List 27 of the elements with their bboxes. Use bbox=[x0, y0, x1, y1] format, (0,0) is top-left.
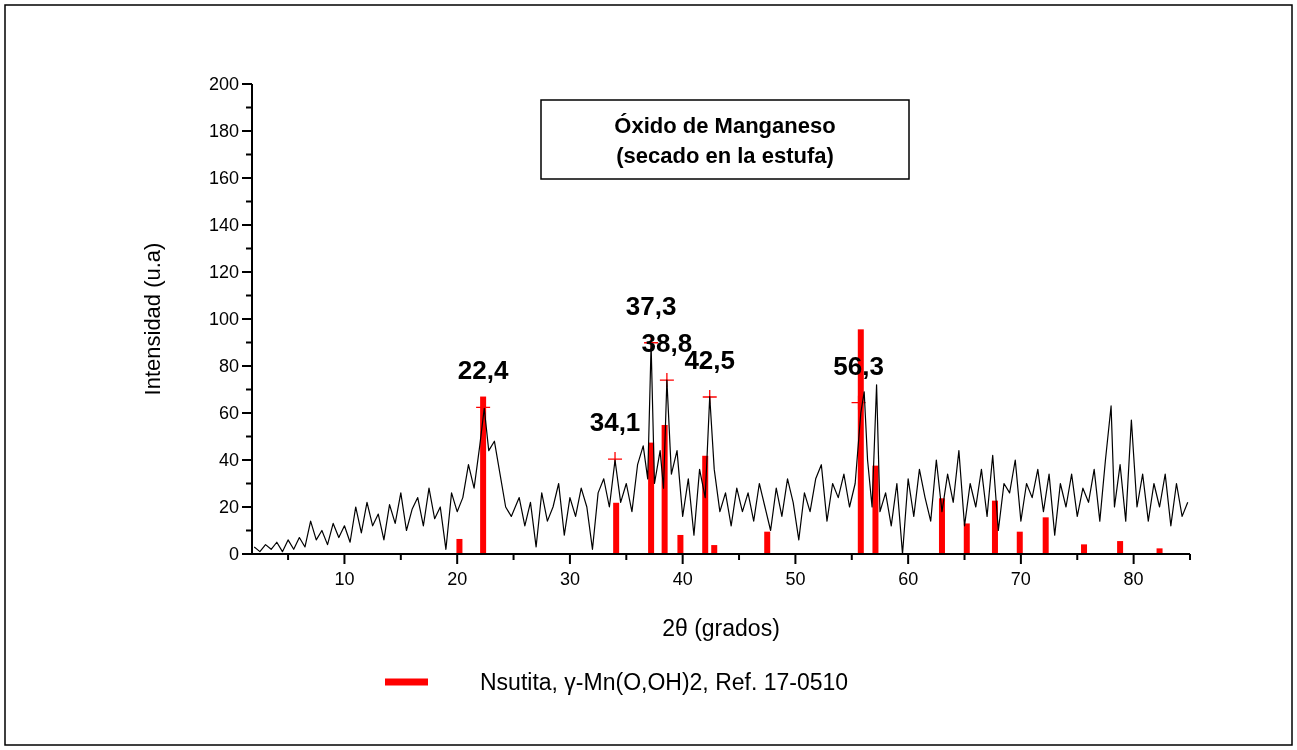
x-tick-label: 60 bbox=[898, 569, 919, 589]
x-tick-label: 10 bbox=[334, 569, 355, 589]
y-tick-label: 200 bbox=[208, 74, 239, 94]
text: (secado en la estufa) bbox=[616, 143, 834, 168]
annotation: 34,1 bbox=[589, 407, 641, 438]
y-axis-title: Intensidad (u.a) bbox=[140, 242, 165, 396]
y-tick-label: 40 bbox=[218, 450, 239, 470]
x-tick-label: 80 bbox=[1123, 569, 1144, 589]
x-tick-label: 40 bbox=[672, 569, 693, 589]
y-tick-label: 0 bbox=[228, 544, 239, 564]
x-axis-title: 2θ (grados) bbox=[662, 615, 780, 641]
y-tick-label: 60 bbox=[218, 403, 239, 423]
y-tick-label: 20 bbox=[218, 497, 239, 517]
x-tick-label: 20 bbox=[447, 569, 468, 589]
y-tick-label: 140 bbox=[208, 215, 239, 235]
y-tick-label: 100 bbox=[208, 309, 239, 329]
x-tick-label: 30 bbox=[559, 569, 580, 589]
y-tick-label: 160 bbox=[208, 168, 239, 188]
annotation: 37,3 bbox=[625, 290, 677, 321]
text: Óxido de Manganeso bbox=[614, 113, 836, 138]
y-tick-label: 180 bbox=[208, 121, 239, 141]
annotation: 22,4 bbox=[457, 355, 509, 386]
x-tick-label: 50 bbox=[785, 569, 806, 589]
y-tick-label: 120 bbox=[208, 262, 239, 282]
legend-label: Nsutita, γ-Mn(O,OH)2, Ref. 17-0510 bbox=[480, 669, 849, 695]
x-tick-label: 70 bbox=[1010, 569, 1031, 589]
y-tick-label: 80 bbox=[218, 356, 239, 376]
